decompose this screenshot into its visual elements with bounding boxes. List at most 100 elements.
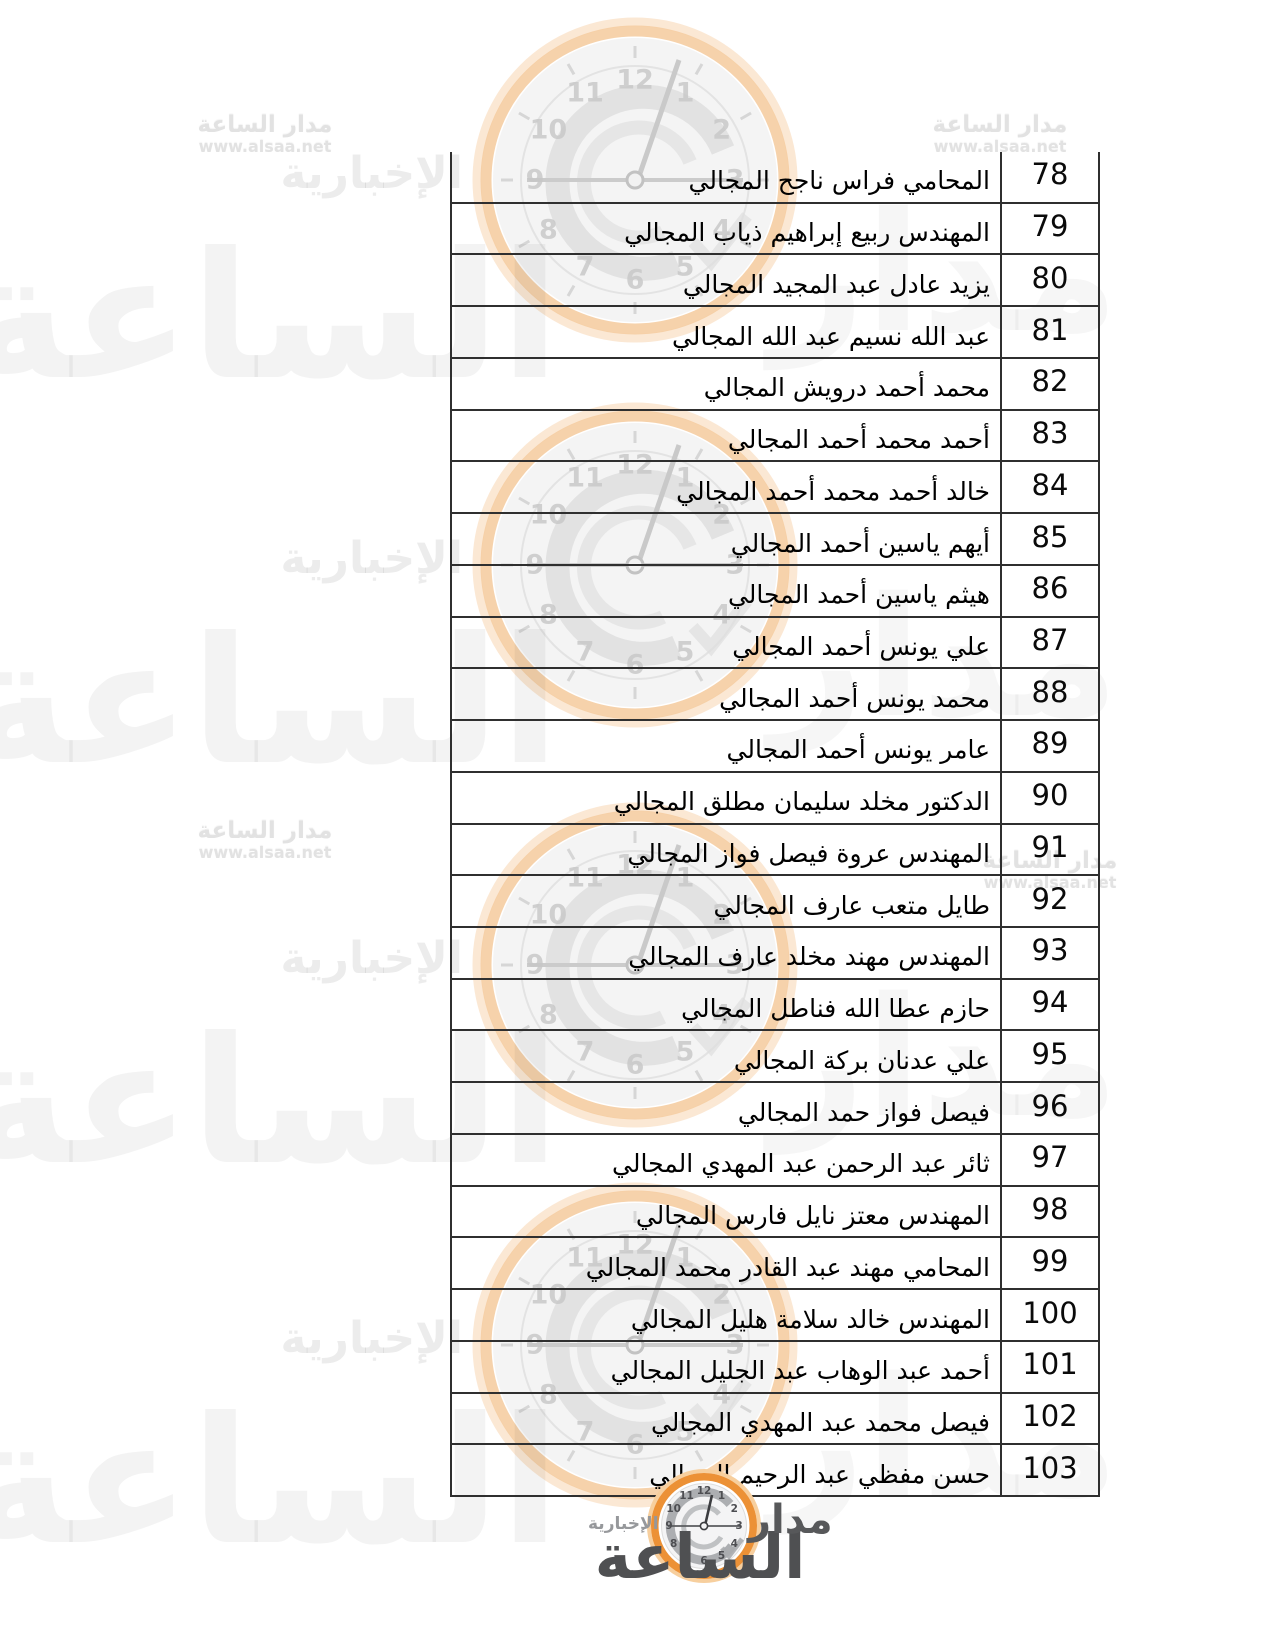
watermark-brand-text: مدار الساعة xyxy=(932,112,1068,138)
watermark-brand-url: مدار الساعة www.alsaa.net xyxy=(925,112,1075,157)
table-row: المحامي فراس ناجح المجالي 78 xyxy=(452,152,1098,204)
row-number: 94 xyxy=(1000,979,1098,1030)
clock-numeral: 5 xyxy=(675,1036,695,1068)
row-number: 101 xyxy=(1000,1341,1098,1392)
person-name: الدكتور مخلد سليمان مطلق المجالي xyxy=(613,787,990,817)
table-row: المهندس عروة فيصل فواز المجالي 91 xyxy=(452,824,1098,877)
table-row: محمد أحمد درويش المجالي 82 xyxy=(452,358,1098,411)
person-name: المهندس عروة فيصل فواز المجالي xyxy=(627,838,990,868)
row-number: 79 xyxy=(1000,203,1098,254)
clock-numeral: 10 xyxy=(529,899,568,931)
watermark-brand-text: مدار الساعة xyxy=(197,112,333,138)
logo-clock-icon: 12 1 2 3 4 5 6 7 8 9 10 11 xyxy=(644,1466,764,1586)
clock-numeral: 1 xyxy=(675,1242,695,1274)
person-name: أحمد محمد أحمد المجالي xyxy=(727,425,990,455)
clock-numeral: 7 xyxy=(575,1416,595,1448)
clock-numeral: 5 xyxy=(675,1416,695,1448)
row-number: 99 xyxy=(1000,1238,1098,1289)
person-name: المهندس معتز نايل فارس المجالي xyxy=(635,1201,990,1231)
clock-numeral: 3 xyxy=(735,1519,743,1532)
clock-numeral: 1 xyxy=(675,862,695,894)
clock-numeral: 2 xyxy=(712,899,731,931)
clock-numeral: 11 xyxy=(566,862,604,894)
table-row: المحامي مهند عبد القادر محمد المجالي 99 xyxy=(452,1238,1098,1291)
person-name: فيصل محمد عبد المهدي المجالي xyxy=(650,1407,990,1437)
clock-numeral: 12 xyxy=(616,64,654,96)
watermark-right-word: مدار xyxy=(770,191,1119,356)
clock-numeral: 1 xyxy=(675,77,695,109)
table-row: علي يونس أحمد المجالي 87 xyxy=(452,617,1098,670)
clock-numeral: 8 xyxy=(538,1379,558,1411)
row-number: 93 xyxy=(1000,928,1098,978)
person-name: حازم عطا الله فناطل المجالي xyxy=(681,994,990,1024)
clock-numeral: 2 xyxy=(712,499,731,531)
person-name: أيهم ياسين أحمد المجالي xyxy=(730,528,990,558)
clock-numeral: 2 xyxy=(730,1502,738,1515)
watermark-brand-text: مدار الساعة xyxy=(197,818,333,844)
clock-numeral: 7 xyxy=(575,251,595,283)
person-name: المحامي مهند عبد القادر محمد المجالي xyxy=(585,1252,990,1282)
row-number: 92 xyxy=(1000,876,1098,927)
watermark-large-word: الساعة xyxy=(0,601,564,804)
clock-numeral: 11 xyxy=(566,1242,604,1274)
clock-numeral: 7 xyxy=(682,1550,691,1563)
row-number: 100 xyxy=(1000,1290,1098,1340)
clock-numeral: 11 xyxy=(679,1489,694,1502)
watermark-url-text: www.alsaa.net xyxy=(198,137,332,157)
clock-numeral: 11 xyxy=(566,77,604,109)
clock-numeral: 6 xyxy=(625,649,645,681)
watermark-right-word: مدار xyxy=(770,976,1119,1141)
row-number: 81 xyxy=(1000,307,1098,357)
person-name: محمد أحمد درويش المجالي xyxy=(703,373,990,403)
table-row: عامر يونس أحمد المجالي 89 xyxy=(452,721,1098,773)
table-row: حسن مفظي عبد الرحيم المجالي 103 xyxy=(452,1445,1098,1498)
table-row: المهندس معتز نايل فارس المجالي 98 xyxy=(452,1186,1098,1239)
row-number: 89 xyxy=(1000,721,1098,771)
person-name: يزيد عادل عبد المجيد المجالي xyxy=(682,269,990,299)
row-number: 97 xyxy=(1000,1134,1098,1185)
clock-numeral: 1 xyxy=(675,462,695,494)
watermark-url-text: www.alsaa.net xyxy=(933,137,1067,157)
row-number: 78 xyxy=(1000,152,1098,202)
person-name: فيصل فواز حمد المجالي xyxy=(737,1097,990,1127)
clock-numeral: 12 xyxy=(616,1229,654,1261)
table-row: المهندس خالد سلامة هليل المجالي 100 xyxy=(452,1290,1098,1342)
watermark-brand-url: مدار الساعة www.alsaa.net xyxy=(975,848,1125,893)
clock-numeral: 9 xyxy=(525,164,545,196)
clock-numeral: 10 xyxy=(529,1279,568,1311)
watermark-brand-text: مدار الساعة xyxy=(982,848,1118,874)
person-name: محمد يونس أحمد المجالي xyxy=(719,683,990,713)
watermark-large-word: الساعة xyxy=(0,1381,564,1584)
person-name: أحمد عبد الوهاب عبد الجليل المجالي xyxy=(610,1356,990,1386)
watermark-url-text: www.alsaa.net xyxy=(198,843,332,863)
person-name: المهندس خالد سلامة هليل المجالي xyxy=(630,1304,990,1334)
person-name: علي عدنان بركة المجالي xyxy=(733,1045,990,1075)
watermark-url-text: www.alsaa.net xyxy=(983,873,1117,893)
table-row: خالد أحمد محمد أحمد المجالي 84 xyxy=(452,462,1098,515)
clock-numeral: 2 xyxy=(712,114,731,146)
clock-numeral: 6 xyxy=(700,1554,708,1567)
watermark-news-word: الإخبارية xyxy=(280,148,463,199)
table-row: طايل متعب عارف المجالي 92 xyxy=(452,876,1098,929)
table-row: علي عدنان بركة المجالي 95 xyxy=(452,1031,1098,1084)
watermark-large-word: الساعة xyxy=(0,216,564,419)
clock-numeral: 10 xyxy=(529,499,568,531)
table-row: ثائر عبد الرحمن عبد المهدي المجالي 97 xyxy=(452,1134,1098,1187)
table-row: هيثم ياسين أحمد المجالي 86 xyxy=(452,565,1098,618)
row-number: 86 xyxy=(1000,565,1098,616)
clock-numeral: 12 xyxy=(616,849,654,881)
clock-numeral: 5 xyxy=(675,251,695,283)
row-number: 80 xyxy=(1000,255,1098,306)
row-number: 87 xyxy=(1000,617,1098,668)
person-name: علي يونس أحمد المجالي xyxy=(732,631,990,661)
table-row: فيصل فواز حمد المجالي 96 xyxy=(452,1083,1098,1135)
row-number: 102 xyxy=(1000,1393,1098,1444)
clock-numeral: 5 xyxy=(717,1550,726,1563)
clock-numeral: 6 xyxy=(625,264,645,296)
watermark-news-word: الإخبارية xyxy=(280,933,463,984)
clock-numeral: 4 xyxy=(730,1537,738,1550)
clock-numeral: 3 xyxy=(725,1329,745,1361)
names-table: المحامي فراس ناجح المجالي 78 المهندس ربي… xyxy=(450,152,1100,1498)
watermark-news-word: الإخبارية xyxy=(280,533,463,584)
